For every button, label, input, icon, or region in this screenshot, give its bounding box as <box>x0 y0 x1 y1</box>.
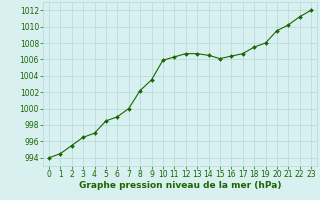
X-axis label: Graphe pression niveau de la mer (hPa): Graphe pression niveau de la mer (hPa) <box>79 181 281 190</box>
